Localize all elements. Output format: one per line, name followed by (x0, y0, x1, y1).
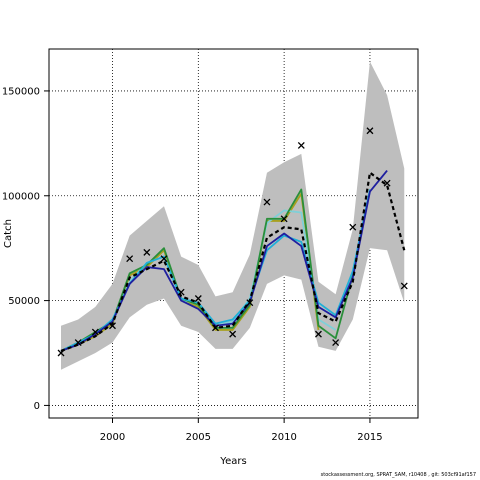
x-axis-label: Years (219, 456, 246, 467)
y-tick-label: 100000 (2, 191, 40, 202)
x-tick-label: 2010 (271, 432, 296, 443)
series-line (60, 170, 388, 352)
observed-point (212, 324, 219, 332)
observed-point (400, 282, 408, 290)
confidence-band (61, 61, 405, 370)
observed-point (280, 215, 288, 223)
x-tick-label: 2015 (357, 432, 382, 443)
series-line (60, 192, 320, 352)
observed-point (160, 255, 168, 263)
y-tick-label: 50000 (8, 296, 40, 307)
confidence-band-area (61, 61, 405, 370)
series-line (60, 171, 406, 352)
observed-point (383, 179, 391, 187)
observed-point (57, 349, 65, 357)
observed-point (126, 255, 134, 263)
observed-point (109, 322, 116, 330)
observed-points (57, 127, 408, 357)
observed-point (349, 223, 357, 231)
plot-frame (48, 48, 419, 419)
y-axis-label: Catch (3, 219, 14, 248)
observed-point (332, 339, 340, 346)
x-tick-label: 2005 (186, 432, 211, 443)
observed-point (366, 127, 374, 135)
y-tick-label: 150000 (2, 86, 40, 97)
observed-point (314, 330, 322, 338)
series-lines (60, 170, 406, 352)
y-axis: 0 50000 100000 150000 (2, 86, 49, 412)
observed-point (194, 295, 202, 302)
observed-point (74, 339, 82, 346)
x-tick-label: 2000 (100, 432, 125, 443)
observed-point (177, 288, 185, 296)
y-tick-label: 0 (34, 401, 40, 412)
observed-point (297, 141, 305, 149)
observed-point (91, 328, 99, 336)
observed-point (143, 248, 151, 256)
observed-point (229, 330, 237, 338)
footer-credit: stockassessment.org, SPRAT_SAM, r10408 ,… (320, 472, 476, 478)
x-axis: 2000 2005 2010 2015 (100, 418, 383, 443)
observed-point (263, 198, 271, 206)
observed-point (246, 299, 254, 307)
